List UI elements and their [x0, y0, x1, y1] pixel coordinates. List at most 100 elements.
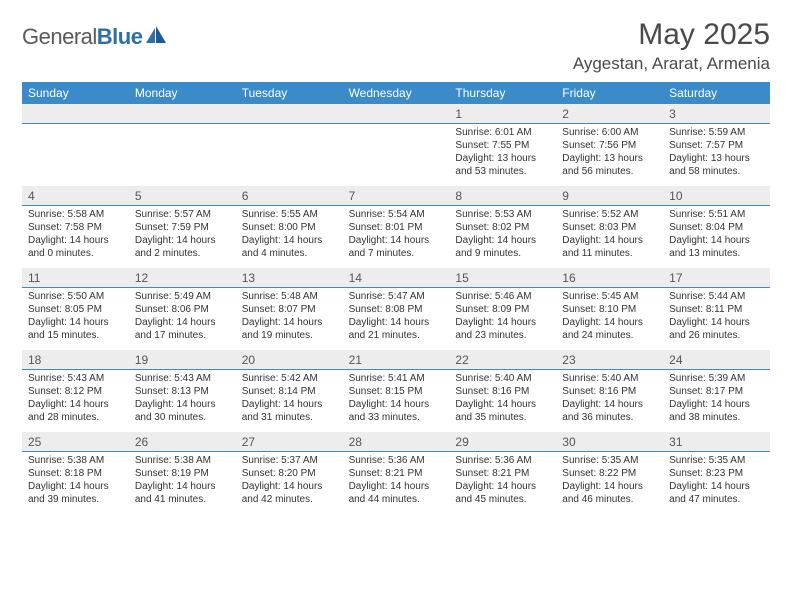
- sunrise-text: Sunrise: 5:36 AM: [349, 454, 444, 467]
- sunrise-text: Sunrise: 5:47 AM: [349, 290, 444, 303]
- sunrise-text: Sunrise: 5:59 AM: [669, 126, 764, 139]
- daylight-text: Daylight: 14 hours and 35 minutes.: [455, 398, 550, 424]
- day-cell: [129, 124, 236, 186]
- sunrise-text: Sunrise: 5:45 AM: [562, 290, 657, 303]
- week-body-row: Sunrise: 5:58 AMSunset: 7:58 PM Daylight:…: [22, 206, 770, 268]
- day-cell: Sunrise: 5:40 AMSunset: 8:16 PMDaylight:…: [449, 370, 556, 432]
- sunrise-text: Sunrise: 5:35 AM: [562, 454, 657, 467]
- date-number: 18: [22, 350, 129, 369]
- sunset-text: Sunset: 8:21 PM: [349, 467, 444, 480]
- sunrise-text: Sunrise: 5:46 AM: [455, 290, 550, 303]
- day-cell: Sunrise: 5:37 AMSunset: 8:20 PMDaylight:…: [236, 452, 343, 514]
- day-cell: Sunrise: 5:35 AMSunset: 8:23 PMDaylight:…: [663, 452, 770, 514]
- day-cell: Sunrise: 5:57 AMSunset: 7:59 PMDaylight:…: [129, 206, 236, 268]
- date-number-row: 45678910: [22, 186, 770, 206]
- day-cell: Sunrise: 5:46 AMSunset: 8:09 PMDaylight:…: [449, 288, 556, 350]
- daylight-text: Daylight: 14 hours and 23 minutes.: [455, 316, 550, 342]
- sunrise-text: Sunrise: 5:40 AM: [455, 372, 550, 385]
- sunrise-text: Sunrise: 5:49 AM: [135, 290, 230, 303]
- sunset-text: Sunset: 8:11 PM: [669, 303, 764, 316]
- sunset-text: Sunset: 8:20 PM: [242, 467, 337, 480]
- daylight-text: Daylight: 14 hours and 2 minutes.: [135, 234, 230, 260]
- date-number: 3: [663, 104, 770, 123]
- sunset-text: Sunset: 7:57 PM: [669, 139, 764, 152]
- sunset-text: Sunset: 8:16 PM: [562, 385, 657, 398]
- daylight-text: Daylight: 14 hours and 30 minutes.: [135, 398, 230, 424]
- daylight-text: Daylight: 14 hours and 26 minutes.: [669, 316, 764, 342]
- sunset-text: Sunset: 7:55 PM: [455, 139, 550, 152]
- sunset-text: Sunset: 8:16 PM: [455, 385, 550, 398]
- date-number: 15: [449, 268, 556, 287]
- date-number: 6: [236, 186, 343, 205]
- date-number: 7: [343, 186, 450, 205]
- date-number: 22: [449, 350, 556, 369]
- sunset-text: Sunset: 7:58 PM: [28, 221, 123, 234]
- sunrise-text: Sunrise: 5:57 AM: [135, 208, 230, 221]
- date-number: 23: [556, 350, 663, 369]
- sunrise-text: Sunrise: 5:48 AM: [242, 290, 337, 303]
- sunrise-text: Sunrise: 5:36 AM: [455, 454, 550, 467]
- sunset-text: Sunset: 8:05 PM: [28, 303, 123, 316]
- daylight-text: Daylight: 13 hours and 58 minutes.: [669, 152, 764, 178]
- sunset-text: Sunset: 8:14 PM: [242, 385, 337, 398]
- date-number: 27: [236, 432, 343, 451]
- title-block: May 2025 Aygestan, Ararat, Armenia: [573, 18, 770, 74]
- daylight-text: Daylight: 14 hours and 38 minutes.: [669, 398, 764, 424]
- day-cell: Sunrise: 5:48 AMSunset: 8:07 PMDaylight:…: [236, 288, 343, 350]
- date-number: 30: [556, 432, 663, 451]
- weekday-header: Wednesday: [343, 82, 450, 104]
- date-number: 25: [22, 432, 129, 451]
- sunset-text: Sunset: 8:15 PM: [349, 385, 444, 398]
- daylight-text: Daylight: 14 hours and 13 minutes.: [669, 234, 764, 260]
- daylight-text: Daylight: 14 hours and 47 minutes.: [669, 480, 764, 506]
- location-text: Aygestan, Ararat, Armenia: [573, 54, 770, 74]
- sunset-text: Sunset: 8:04 PM: [669, 221, 764, 234]
- brand-logo: GeneralBlue: [22, 18, 168, 50]
- sunrise-text: Sunrise: 5:53 AM: [455, 208, 550, 221]
- calendar-page: GeneralBlue May 2025 Aygestan, Ararat, A…: [0, 0, 792, 532]
- daylight-text: Daylight: 14 hours and 39 minutes.: [28, 480, 123, 506]
- daylight-text: Daylight: 14 hours and 11 minutes.: [562, 234, 657, 260]
- week-body-row: Sunrise: 5:38 AMSunset: 8:18 PMDaylight:…: [22, 452, 770, 514]
- daylight-text: Daylight: 14 hours and 36 minutes.: [562, 398, 657, 424]
- day-cell: Sunrise: 6:01 AMSunset: 7:55 PMDaylight:…: [449, 124, 556, 186]
- daylight-text: Daylight: 14 hours and 4 minutes.: [242, 234, 337, 260]
- day-cell: Sunrise: 5:49 AMSunset: 8:06 PMDaylight:…: [129, 288, 236, 350]
- sunrise-text: Sunrise: 5:44 AM: [669, 290, 764, 303]
- sunset-text: Sunset: 8:00 PM: [242, 221, 337, 234]
- daylight-text: Daylight: 14 hours and 7 minutes.: [349, 234, 444, 260]
- day-cell: Sunrise: 5:42 AMSunset: 8:14 PMDaylight:…: [236, 370, 343, 432]
- sunrise-text: Sunrise: 6:00 AM: [562, 126, 657, 139]
- sunset-text: Sunset: 8:10 PM: [562, 303, 657, 316]
- sunrise-text: Sunrise: 5:37 AM: [242, 454, 337, 467]
- day-cell: Sunrise: 5:36 AMSunset: 8:21 PMDaylight:…: [449, 452, 556, 514]
- sunrise-text: Sunrise: 5:42 AM: [242, 372, 337, 385]
- date-number: 12: [129, 268, 236, 287]
- weekday-header: Thursday: [449, 82, 556, 104]
- sunset-text: Sunset: 8:18 PM: [28, 467, 123, 480]
- sunset-text: Sunset: 8:23 PM: [669, 467, 764, 480]
- sunrise-text: Sunrise: 5:58 AM: [28, 208, 123, 221]
- sunset-text: Sunset: 8:02 PM: [455, 221, 550, 234]
- header: GeneralBlue May 2025 Aygestan, Ararat, A…: [22, 18, 770, 74]
- weekday-header: Saturday: [663, 82, 770, 104]
- date-number: 10: [663, 186, 770, 205]
- week-body-row: Sunrise: 5:43 AMSunset: 8:12 PMDaylight:…: [22, 370, 770, 432]
- date-number: 11: [22, 268, 129, 287]
- day-cell: Sunrise: 5:43 AMSunset: 8:13 PMDaylight:…: [129, 370, 236, 432]
- sunrise-text: Sunrise: 5:40 AM: [562, 372, 657, 385]
- day-cell: [343, 124, 450, 186]
- date-number: [343, 104, 450, 123]
- day-cell: Sunrise: 5:38 AMSunset: 8:18 PMDaylight:…: [22, 452, 129, 514]
- sunset-text: Sunset: 8:07 PM: [242, 303, 337, 316]
- daylight-text: Daylight: 14 hours and 17 minutes.: [135, 316, 230, 342]
- sunrise-text: Sunrise: 5:43 AM: [28, 372, 123, 385]
- sunrise-text: Sunrise: 5:54 AM: [349, 208, 444, 221]
- sail-icon: [146, 26, 168, 49]
- day-cell: Sunrise: 5:50 AMSunset: 8:05 PMDaylight:…: [22, 288, 129, 350]
- sunset-text: Sunset: 7:56 PM: [562, 139, 657, 152]
- daylight-text: Daylight: 14 hours and 28 minutes.: [28, 398, 123, 424]
- sunrise-text: Sunrise: 5:52 AM: [562, 208, 657, 221]
- date-number-row: 25262728293031: [22, 432, 770, 452]
- day-cell: Sunrise: 5:35 AMSunset: 8:22 PMDaylight:…: [556, 452, 663, 514]
